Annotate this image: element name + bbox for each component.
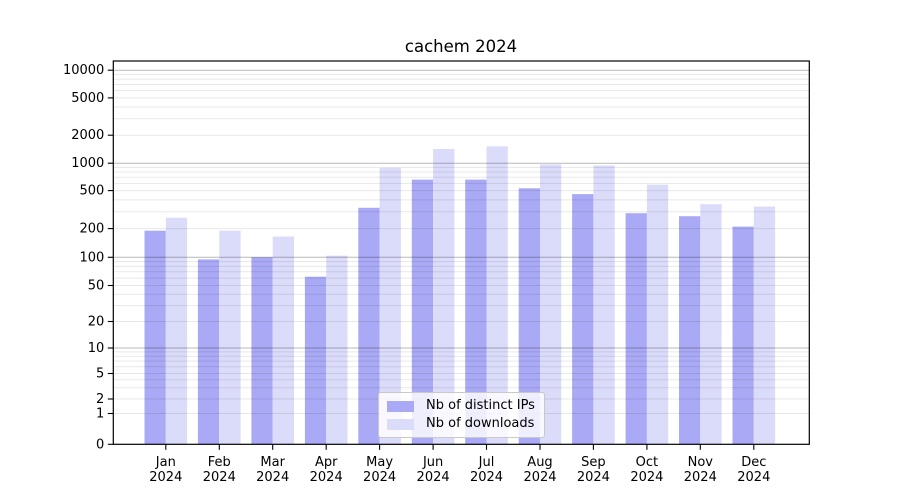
x-tick-year-jun: 2024 xyxy=(417,470,450,485)
bar-downloads-aug xyxy=(540,164,562,445)
bar-distinct-ips-may xyxy=(358,207,380,445)
x-tick-label-jan: Jan xyxy=(155,455,176,470)
x-tick-label-feb: Feb xyxy=(208,455,231,470)
chart-title: cachem 2024 xyxy=(404,37,518,56)
bar-distinct-ips-nov xyxy=(679,216,701,445)
legend: Nb of distinct IPs Nb of downloads xyxy=(378,392,545,438)
x-tick-year-aug: 2024 xyxy=(523,470,556,485)
legend-label-distinct-ips: Nb of distinct IPs xyxy=(426,398,535,413)
y-tick-label-10000: 10000 xyxy=(63,63,104,78)
x-tick-label-mar: Mar xyxy=(260,455,285,470)
y-tick-label-100: 100 xyxy=(79,250,104,265)
x-tick-label-apr: Apr xyxy=(315,455,338,470)
bar-distinct-ips-feb xyxy=(197,259,220,445)
x-tick-label-dec: Dec xyxy=(741,455,766,470)
y-tick-label-200: 200 xyxy=(79,222,104,237)
y-tick-label-10: 10 xyxy=(88,341,105,356)
bar-distinct-ips-mar xyxy=(251,257,273,445)
x-tick-year-mar: 2024 xyxy=(256,470,289,485)
bar-downloads-jun xyxy=(433,149,455,445)
bar-downloads-jan xyxy=(165,217,188,445)
x-tick-label-jul: Jul xyxy=(478,455,495,470)
x-tick-label-aug: Aug xyxy=(527,455,552,470)
x-tick-year-jan: 2024 xyxy=(149,470,182,485)
bar-distinct-ips-oct xyxy=(625,213,647,445)
x-tick-year-jul: 2024 xyxy=(470,470,503,485)
bar-distinct-ips-apr xyxy=(304,276,327,445)
y-tick-label-2000: 2000 xyxy=(71,128,104,143)
bar-distinct-ips-jan xyxy=(144,230,166,445)
bar-distinct-ips-sep xyxy=(572,194,594,445)
x-tick-label-oct: Oct xyxy=(636,455,658,470)
x-tick-year-sep: 2024 xyxy=(577,470,610,485)
bar-downloads-nov xyxy=(700,204,722,445)
legend-item-distinct-ips: Nb of distinct IPs xyxy=(387,398,535,414)
legend-swatch-downloads xyxy=(387,418,414,430)
y-tick-label-1: 1 xyxy=(96,407,104,422)
x-tick-year-dec: 2024 xyxy=(737,470,770,485)
y-tick-label-5: 5 xyxy=(96,367,104,382)
y-tick-label-2: 2 xyxy=(96,392,104,407)
y-tick-label-500: 500 xyxy=(79,184,104,199)
x-tick-year-nov: 2024 xyxy=(684,470,717,485)
bar-downloads-jul xyxy=(486,146,508,445)
bar-downloads-apr xyxy=(326,255,348,445)
y-tick-label-0: 0 xyxy=(96,437,104,452)
bar-downloads-mar xyxy=(272,236,294,445)
bar-distinct-ips-jul xyxy=(465,179,487,445)
x-tick-label-may: May xyxy=(366,455,393,470)
x-tick-year-apr: 2024 xyxy=(310,470,343,485)
bar-distinct-ips-jun xyxy=(411,179,434,445)
legend-swatch-distinct-ips xyxy=(387,400,414,412)
bar-downloads-may xyxy=(379,167,401,445)
legend-label-downloads: Nb of downloads xyxy=(426,416,535,431)
bar-distinct-ips-aug xyxy=(518,188,540,445)
plot-frame xyxy=(112,60,810,445)
y-tick-label-5000: 5000 xyxy=(71,91,104,106)
y-tick-label-20: 20 xyxy=(88,315,105,330)
bar-downloads-feb xyxy=(219,230,241,445)
x-tick-label-sep: Sep xyxy=(581,455,606,470)
legend-item-downloads: Nb of downloads xyxy=(387,416,535,432)
bar-downloads-oct xyxy=(646,184,669,445)
y-tick-label-1000: 1000 xyxy=(71,156,104,171)
bar-downloads-sep xyxy=(593,165,615,445)
x-tick-year-may: 2024 xyxy=(363,470,396,485)
x-tick-year-oct: 2024 xyxy=(630,470,663,485)
x-tick-year-feb: 2024 xyxy=(203,470,236,485)
x-tick-label-jun: Jun xyxy=(422,455,443,470)
x-tick-label-nov: Nov xyxy=(688,455,714,470)
bar-distinct-ips-dec xyxy=(732,226,754,445)
y-tick-label-50: 50 xyxy=(88,279,105,294)
bar-downloads-dec xyxy=(753,206,776,445)
